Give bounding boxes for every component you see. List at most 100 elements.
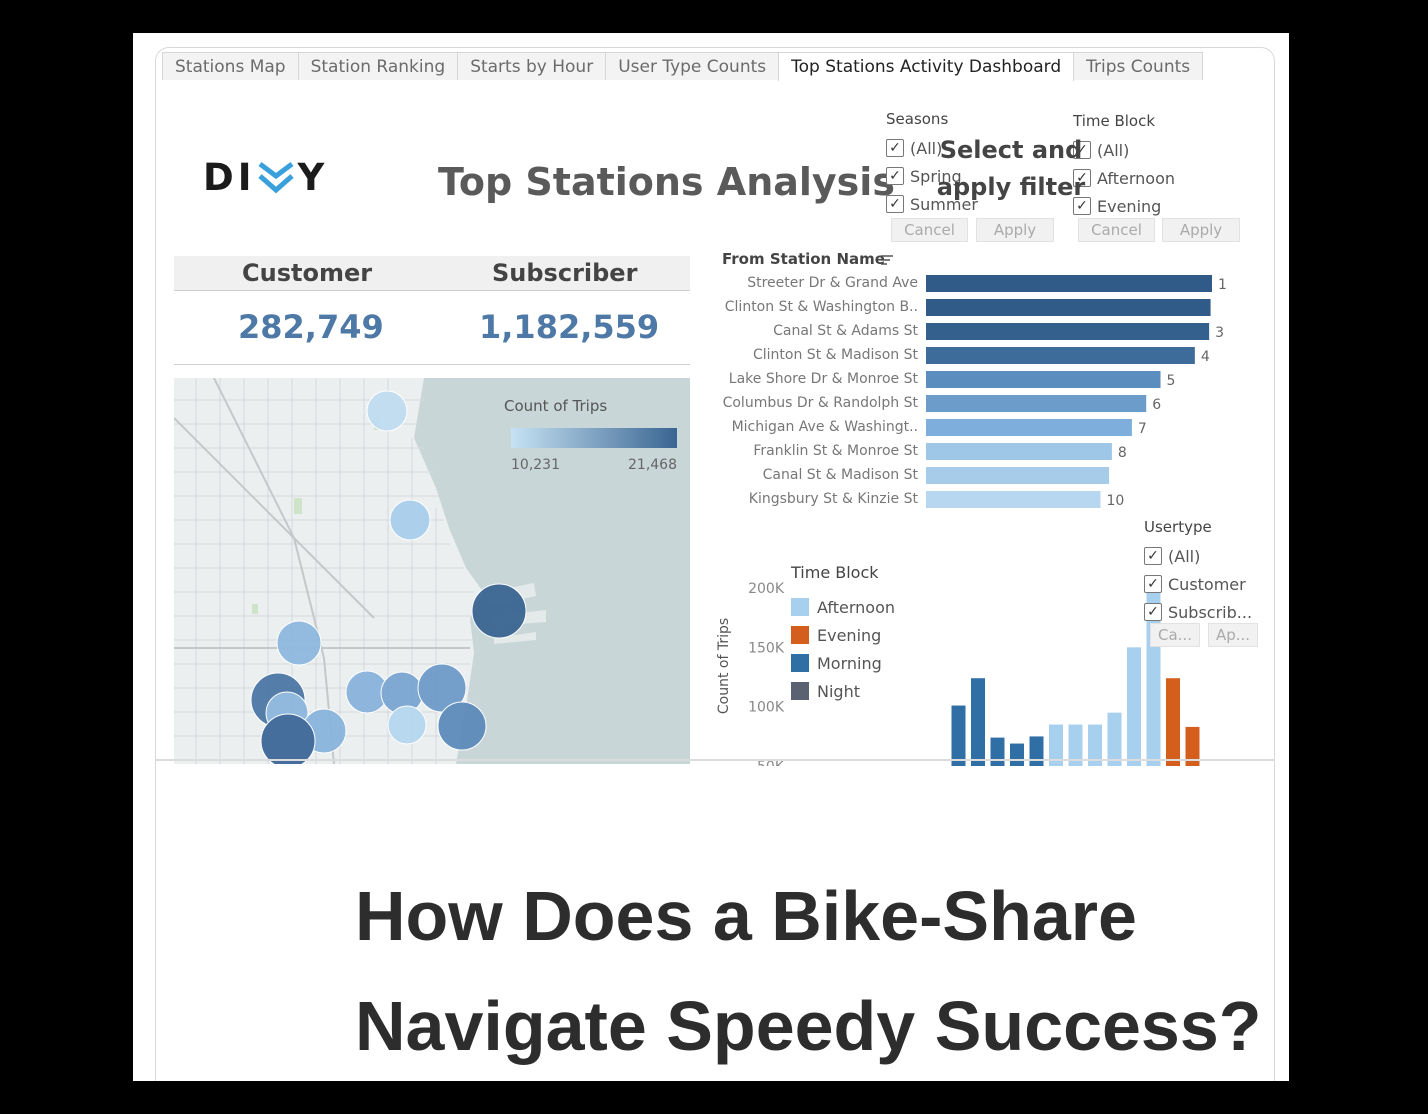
legend-swatch <box>791 654 809 672</box>
station-rank-label: 3 <box>1215 325 1224 341</box>
seasons-apply-button[interactable]: Apply <box>976 218 1054 242</box>
subscriber-count: 1,182,559 <box>479 308 660 346</box>
hour-bar[interactable] <box>1088 724 1102 766</box>
usertype-apply-button[interactable]: Ap... <box>1208 623 1258 647</box>
hour-bar[interactable] <box>1166 678 1180 766</box>
filter-tooltip-line2: apply filter <box>936 173 1086 201</box>
hourly-trips-ylabel: Count of Trips <box>716 618 732 714</box>
checkbox-checked-icon[interactable]: ✓ <box>886 167 904 185</box>
hour-bar[interactable] <box>1068 724 1083 766</box>
station-bar[interactable] <box>926 299 1211 316</box>
hour-bar[interactable] <box>1185 726 1200 766</box>
seasons-option-spring[interactable]: ✓ Spring <box>886 162 1056 190</box>
station-bubble <box>471 583 527 639</box>
article-title[interactable]: How Does a Bike-Share Navigate Speedy Su… <box>355 861 1289 1081</box>
time-block-filter-title: Time Block <box>1073 112 1156 130</box>
checkbox-checked-icon[interactable]: ✓ <box>1073 141 1091 159</box>
y-tick-label: 150K <box>748 640 785 656</box>
hour-bar[interactable] <box>1107 712 1122 766</box>
seasons-filter-title: Seasons <box>886 110 949 128</box>
hour-bar[interactable] <box>971 678 985 766</box>
hour-bar[interactable] <box>1049 724 1063 766</box>
station-bar[interactable] <box>926 395 1147 412</box>
checkbox-checked-icon[interactable]: ✓ <box>1144 547 1162 565</box>
station-bar[interactable] <box>926 275 1212 292</box>
checkbox-checked-icon[interactable]: ✓ <box>886 139 904 157</box>
map-legend-min: 10,231 <box>511 457 560 473</box>
usertype-option-subscriber[interactable]: ✓ Subscrib... <box>1144 598 1274 626</box>
hour-bar[interactable] <box>1029 736 1044 766</box>
kpi-divider <box>174 364 690 365</box>
station-bar[interactable] <box>926 467 1110 484</box>
checkbox-checked-icon[interactable]: ✓ <box>886 195 904 213</box>
tab-trips-counts[interactable]: Trips Counts <box>1073 52 1204 80</box>
stations-map[interactable]: Count of Trips 10,231 21,468 <box>174 378 690 764</box>
station-bar[interactable] <box>926 491 1101 508</box>
divvy-logo: DI Y <box>203 156 328 199</box>
filter-tooltip-line1: Select and <box>939 136 1083 164</box>
tableau-dashboard-frame: Stations Map Station Ranking Starts by H… <box>155 47 1275 1081</box>
station-label: Canal St & Adams St <box>773 323 918 339</box>
legend-swatch <box>791 598 809 616</box>
station-bar[interactable] <box>926 371 1161 388</box>
station-bar[interactable] <box>926 347 1195 364</box>
station-ranking-chart: From Station Name Streeter Dr & Grand Av… <box>722 250 1227 509</box>
tab-stations-map[interactable]: Stations Map <box>162 52 299 80</box>
time-block-option-all[interactable]: ✓ (All) <box>1073 136 1253 164</box>
tab-top-stations-activity-dashboard[interactable]: Top Stations Activity Dashboard <box>778 52 1075 81</box>
station-label: Clinton St & Madison St <box>753 347 919 363</box>
station-bar[interactable] <box>926 443 1112 460</box>
article-title-line1: How Does a Bike-Share <box>355 877 1137 955</box>
logo-text-left: DI <box>203 156 256 199</box>
hour-bar[interactable] <box>990 737 1005 766</box>
seasons-cancel-button[interactable]: Cancel <box>891 218 968 242</box>
legend-swatch <box>791 626 809 644</box>
article-card[interactable]: Stations Map Station Ranking Starts by H… <box>133 33 1289 1081</box>
dashboard-bottom-divider <box>156 759 1274 761</box>
station-bubble <box>437 701 487 751</box>
station-bubble <box>276 620 322 666</box>
time-block-option-afternoon[interactable]: ✓ Afternoon <box>1073 164 1253 192</box>
y-tick-label: 200K <box>748 581 785 597</box>
usertype-option-all[interactable]: ✓ (All) <box>1144 542 1274 570</box>
station-ranking-title: From Station Name <box>722 250 885 268</box>
station-label: Kingsbury St & Kinzie St <box>749 491 919 507</box>
usertype-option-customer[interactable]: ✓ Customer <box>1144 570 1274 598</box>
customer-label: Customer <box>242 259 373 287</box>
station-rank-label: 10 <box>1106 493 1124 509</box>
station-rank-label: 7 <box>1138 421 1147 437</box>
station-rank-label: 4 <box>1201 349 1210 365</box>
station-label: Canal St & Madison St <box>763 467 919 483</box>
seasons-option-summer[interactable]: ✓ Summer <box>886 190 1056 218</box>
usertype-filter: Usertype ✓ (All) ✓ Customer ✓ Subscrib... <box>1144 518 1274 626</box>
hour-bar[interactable] <box>1127 647 1141 766</box>
station-rank-label: 6 <box>1152 397 1161 413</box>
station-bar[interactable] <box>926 323 1210 340</box>
checkbox-checked-icon[interactable]: ✓ <box>1144 603 1162 621</box>
station-bubble <box>366 390 408 432</box>
checkbox-checked-icon[interactable]: ✓ <box>1144 575 1162 593</box>
y-tick-label: 50K <box>757 759 785 766</box>
hour-bar[interactable] <box>1010 743 1024 766</box>
usertype-cancel-button[interactable]: Ca... <box>1150 623 1200 647</box>
legend-label: Afternoon <box>817 598 895 617</box>
time-block-cancel-button[interactable]: Cancel <box>1078 218 1155 242</box>
time-block-apply-button[interactable]: Apply <box>1162 218 1240 242</box>
checkbox-checked-icon[interactable]: ✓ <box>1073 169 1091 187</box>
y-tick-label: 100K <box>748 700 785 716</box>
hour-bar[interactable] <box>951 705 966 766</box>
tab-user-type-counts[interactable]: User Type Counts <box>605 52 780 80</box>
logo-text-right: Y <box>297 156 329 199</box>
customer-count: 282,749 <box>238 308 384 346</box>
station-bar[interactable] <box>926 419 1132 436</box>
seasons-option-all[interactable]: ✓ (All) <box>886 134 1056 162</box>
time-block-option-evening[interactable]: ✓ Evening <box>1073 192 1253 220</box>
legend-label: Night <box>817 682 860 701</box>
tab-station-ranking[interactable]: Station Ranking <box>297 52 459 80</box>
station-rank-label: 8 <box>1118 445 1127 461</box>
tab-starts-by-hour[interactable]: Starts by Hour <box>457 52 607 80</box>
station-label: Franklin St & Monroe St <box>753 443 918 459</box>
divvy-chevron-icon <box>258 161 295 193</box>
checkbox-checked-icon[interactable]: ✓ <box>1073 197 1091 215</box>
sort-icon[interactable] <box>881 255 893 265</box>
